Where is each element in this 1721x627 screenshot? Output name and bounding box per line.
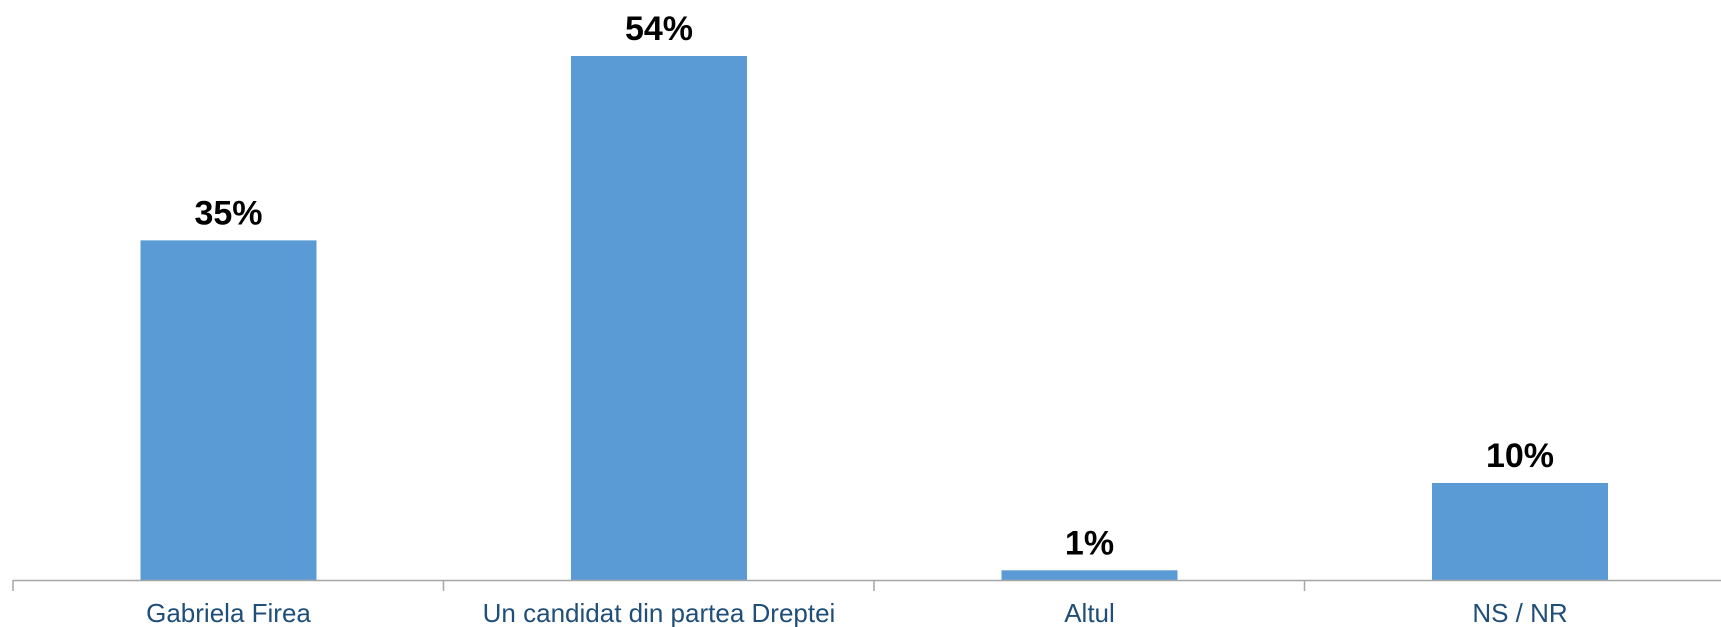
- category-label: Gabriela Firea: [146, 598, 311, 627]
- bar: [140, 240, 317, 581]
- bar-value-label: 10%: [1486, 437, 1554, 475]
- bar: [1432, 482, 1608, 580]
- bar-value-label: 1%: [1065, 524, 1114, 562]
- data-labels-group: 35% 54% 1% 10%: [194, 10, 1554, 562]
- bar-value-label: 35%: [194, 194, 262, 232]
- x-axis: [12, 579, 1721, 591]
- bar: [1001, 570, 1178, 580]
- category-label: Un candidat din partea Dreptei: [483, 598, 836, 627]
- category-labels-group: Gabriela Firea Un candidat din partea Dre…: [146, 598, 1568, 627]
- bar: [571, 56, 747, 580]
- category-label: NS / NR: [1472, 598, 1567, 627]
- category-label: Altul: [1064, 598, 1115, 627]
- bars-group: [140, 56, 1608, 581]
- bar-value-label: 54%: [625, 10, 693, 48]
